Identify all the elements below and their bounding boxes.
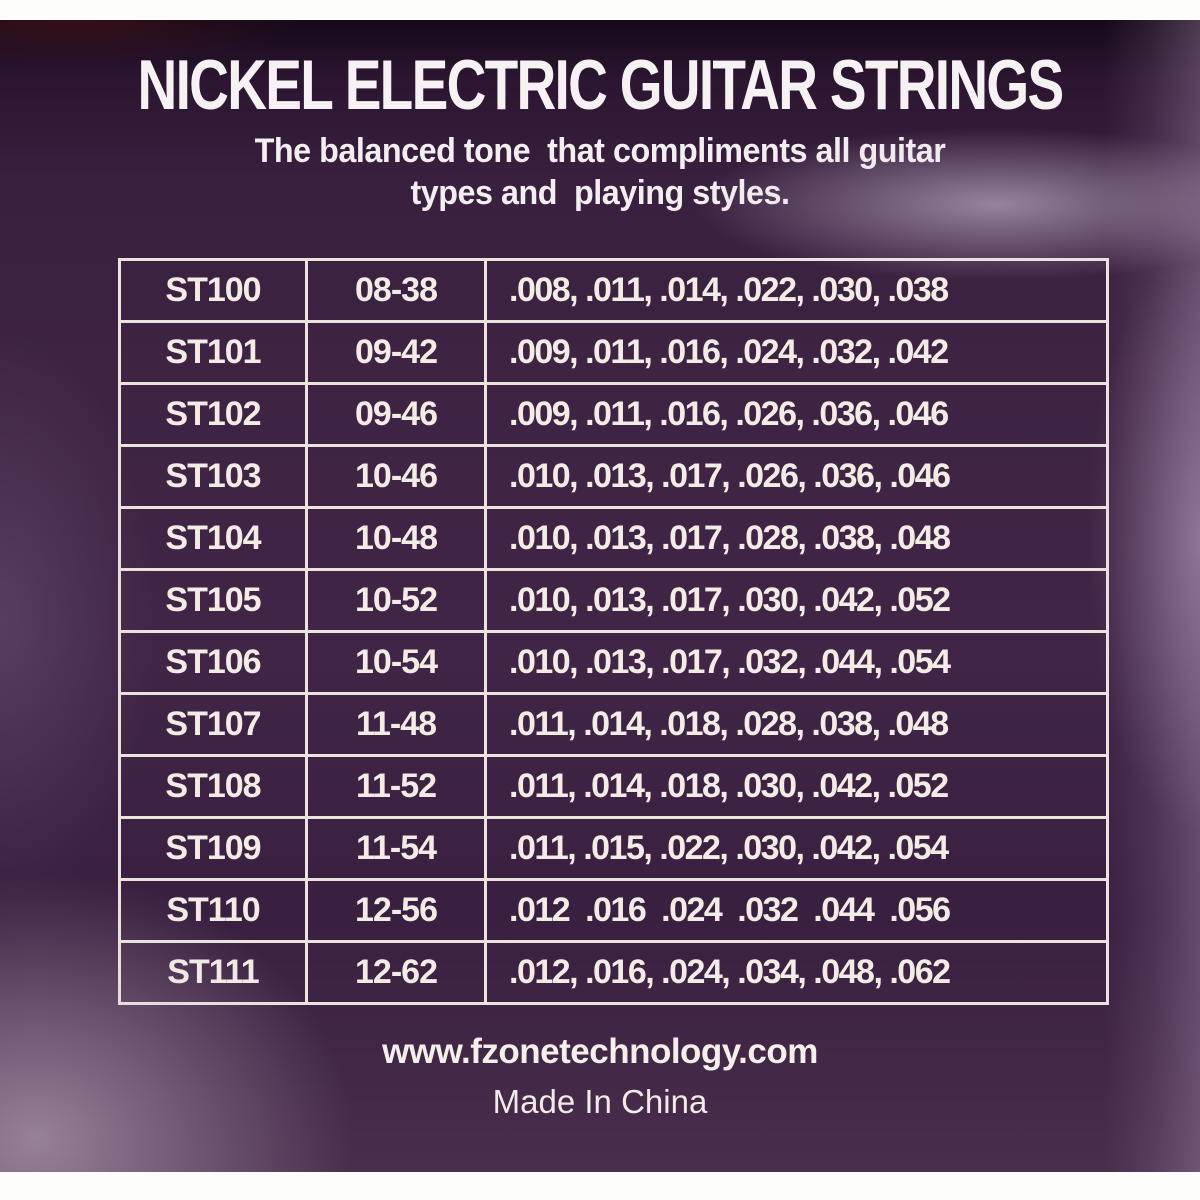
- gauges-cell: .009, .011, .016, .024, .032, .042: [509, 333, 949, 371]
- range-cell: 10-52: [305, 571, 487, 630]
- gauges-cell: .009, .011, .016, .026, .036, .046: [509, 395, 949, 433]
- table-row: ST106 10-54 .010, .013, .017, .032, .044…: [121, 630, 1106, 692]
- table-row: ST102 09-46 .009, .011, .016, .026, .036…: [121, 382, 1106, 444]
- model-cell: ST110: [166, 891, 260, 929]
- range-cell: 11-52: [305, 757, 487, 816]
- product-title: NICKEL ELECTRIC GUITAR STRINGS: [137, 45, 1065, 125]
- range-cell: 09-42: [305, 323, 487, 382]
- gauges-cell: .011, .014, .018, .028, .038, .048: [509, 705, 949, 743]
- gauges-cell: .008, .011, .014, .022, .030, .038: [509, 271, 949, 309]
- table-row: ST103 10-46 .010, .013, .017, .026, .036…: [121, 444, 1106, 506]
- range-cell: 08-38: [305, 261, 487, 320]
- gauges-cell: .010, .013, .017, .032, .044, .054: [509, 643, 951, 681]
- model-cell: ST109: [165, 829, 261, 867]
- range-cell: 10-48: [305, 509, 487, 568]
- model-cell: ST100: [165, 271, 261, 309]
- table-row: ST108 11-52 .011, .014, .018, .030, .042…: [121, 754, 1106, 816]
- model-cell: ST111: [167, 953, 259, 991]
- made-in-china-label: Made In China: [492, 1083, 708, 1120]
- gauges-cell: .011, .015, .022, .030, .042, .054: [509, 829, 949, 867]
- range-cell: 10-46: [305, 447, 487, 506]
- gauges-cell: .010, .013, .017, .030, .042, .052: [509, 581, 951, 619]
- table-row: ST100 08-38 .008, .011, .014, .022, .030…: [121, 261, 1106, 320]
- gauges-cell: .010, .013, .017, .028, .038, .048: [509, 519, 951, 557]
- range-cell: 09-46: [305, 385, 487, 444]
- string-gauge-table: ST100 08-38 .008, .011, .014, .022, .030…: [118, 258, 1109, 1005]
- gauges-cell: .010, .013, .017, .026, .036, .046: [509, 457, 951, 495]
- range-cell: 10-54: [305, 633, 487, 692]
- table-row: ST111 12-62 .012, .016, .024, .034, .048…: [121, 940, 1106, 1002]
- model-cell: ST103: [165, 457, 261, 495]
- model-cell: ST101: [165, 333, 261, 371]
- table-row: ST105 10-52 .010, .013, .017, .030, .042…: [121, 568, 1106, 630]
- string-package-back-panel: NICKEL ELECTRIC GUITAR STRINGS The balan…: [0, 20, 1200, 1172]
- website-url: www.fzonetechnology.com: [382, 1032, 818, 1071]
- table-row: ST101 09-42 .009, .011, .016, .024, .032…: [121, 320, 1106, 382]
- table-row: ST109 11-54 .011, .015, .022, .030, .042…: [121, 816, 1106, 878]
- range-cell: 12-62: [305, 943, 487, 1002]
- table-row: ST110 12-56 .012 .016 .024 .032 .044 .05…: [121, 878, 1106, 940]
- range-cell: 11-54: [305, 819, 487, 878]
- gauges-cell: .012 .016 .024 .032 .044 .056: [509, 891, 951, 929]
- model-cell: ST107: [165, 705, 261, 743]
- gauges-cell: .011, .014, .018, .030, .042, .052: [509, 767, 949, 805]
- table-row: ST104 10-48 .010, .013, .017, .028, .038…: [121, 506, 1106, 568]
- tagline-line-1: The balanced tone that compliments all g…: [254, 132, 946, 170]
- model-cell: ST105: [165, 581, 261, 619]
- tagline-line-2: types and playing styles.: [410, 174, 790, 212]
- package-content: NICKEL ELECTRIC GUITAR STRINGS The balan…: [0, 20, 1200, 1172]
- model-cell: ST106: [165, 643, 261, 681]
- range-cell: 11-48: [305, 695, 487, 754]
- model-cell: ST104: [165, 519, 261, 557]
- model-cell: ST102: [165, 395, 261, 433]
- model-cell: ST108: [165, 767, 261, 805]
- product-tagline: The balanced tone that compliments all g…: [30, 130, 1170, 214]
- table-row: ST107 11-48 .011, .014, .018, .028, .038…: [121, 692, 1106, 754]
- range-cell: 12-56: [305, 881, 487, 940]
- gauges-cell: .012, .016, .024, .034, .048, .062: [509, 953, 951, 991]
